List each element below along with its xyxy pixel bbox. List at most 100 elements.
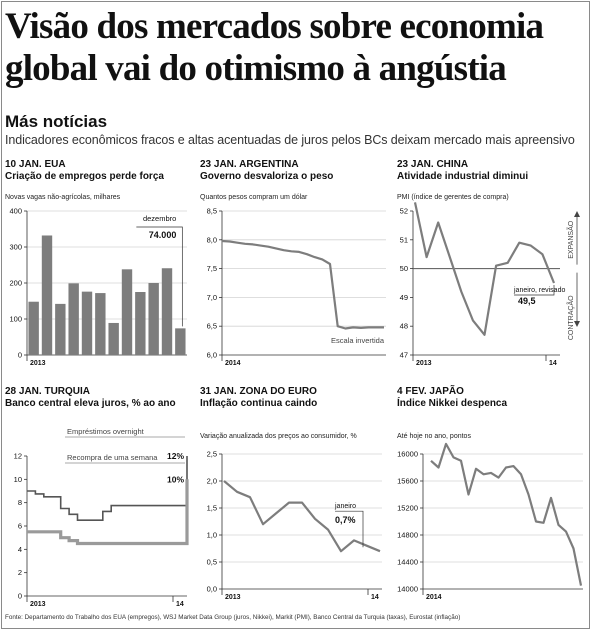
annotation-label: dezembro bbox=[143, 214, 176, 223]
panel-date: 23 JAN. CHINA bbox=[397, 159, 469, 170]
bar bbox=[161, 268, 173, 355]
y-tick-label: 4 bbox=[18, 545, 22, 554]
panel-title: 23 JAN. ARGENTINA Governo desvaloriza o … bbox=[200, 159, 390, 183]
annotation-value: 74.000 bbox=[149, 230, 177, 240]
panel-headline: Criação de empregos perde força bbox=[5, 171, 164, 182]
chart-argentina-peso: 6,0 6,5 7,0 7,5 8,0 8,5 2014 Escala invertida bbox=[207, 207, 386, 367]
panel-headline: Banco central eleva juros, % ao ano bbox=[5, 398, 176, 409]
annotation-value: 0,7% bbox=[335, 515, 356, 525]
headline: Visão dos mercados sobre economia global… bbox=[5, 6, 544, 89]
y-tick-label: 0 bbox=[18, 592, 22, 601]
panel-headline: Inflação continua caindo bbox=[200, 398, 318, 409]
annotation-value: 49,5 bbox=[518, 296, 536, 306]
y-tick-label: 50 bbox=[400, 264, 408, 273]
bar bbox=[41, 235, 53, 355]
annotation-leader bbox=[335, 510, 364, 548]
y-tick-label: 6,5 bbox=[207, 322, 217, 331]
side-label-contraction: CONTRAÇÃO bbox=[566, 295, 575, 340]
panel-date: 31 JAN. ZONA DO EURO bbox=[200, 386, 317, 397]
end-value-repo: 10% bbox=[167, 474, 184, 484]
legend-label-repo: Recompra de uma semana bbox=[67, 453, 158, 462]
y-tick-label: 16000 bbox=[397, 450, 418, 459]
x-label-start: 2013 bbox=[30, 360, 46, 367]
x-label-end: 14 bbox=[371, 594, 379, 601]
bar bbox=[28, 301, 39, 355]
legend-label-overnight: Empréstimos overnight bbox=[67, 427, 145, 436]
x-label-end: 14 bbox=[176, 601, 184, 608]
panel-title: 23 JAN. CHINA Atividade industrial dimin… bbox=[397, 159, 587, 183]
panel-headline: Atividade industrial diminui bbox=[397, 171, 529, 182]
y-tick-label: 0,5 bbox=[207, 558, 217, 567]
x-label-end: 14 bbox=[549, 360, 557, 367]
y-tick-label: 7,5 bbox=[207, 264, 217, 273]
panel-ylabel: Quantos pesos compram um dólar bbox=[200, 194, 308, 201]
panel-title: 28 JAN. TURQUIA Banco central eleva juro… bbox=[5, 386, 195, 410]
panel-ylabel: PMI (índice de gerentes de compra) bbox=[397, 194, 509, 201]
y-tick-label: 1,5 bbox=[207, 504, 217, 513]
y-tick-label: 12 bbox=[14, 452, 22, 461]
panel-ylabel: Variação anualizada dos preços ao consum… bbox=[200, 433, 357, 440]
y-tick-label: 200 bbox=[9, 279, 22, 288]
end-value-overnight: 12% bbox=[167, 451, 184, 461]
panel-date: 10 JAN. EUA bbox=[5, 159, 66, 170]
y-tick-label: 6,0 bbox=[207, 351, 217, 360]
chart-china-pmi: 47 48 49 50 51 52 2013 14 janeiro, revisado 49,5 E… bbox=[400, 202, 580, 367]
series-line-peso bbox=[221, 239, 384, 330]
y-tick-label: 52 bbox=[400, 207, 408, 216]
series-line-pmi bbox=[413, 202, 556, 336]
panel-date: 23 JAN. ARGENTINA bbox=[200, 159, 299, 170]
panel-title: 31 JAN. ZONA DO EURO Inflação continua c… bbox=[200, 386, 390, 410]
chart-turkey-rates: 0 2 4 6 8 10 12 2013 14 Empréstimos overnight 12% R… bbox=[14, 427, 189, 608]
y-tick-label: 2,5 bbox=[207, 450, 217, 459]
y-tick-label: 10 bbox=[14, 475, 22, 484]
y-tick-label: 47 bbox=[400, 351, 408, 360]
panel-ylabel: Novas vagas não-agrícolas, milhares bbox=[5, 194, 121, 201]
series-line-overnight bbox=[27, 456, 188, 521]
chart-usa-jobs: 0 100 200 300 400 2013 dezembro 74.000 bbox=[9, 207, 187, 367]
y-tick-label: 1,0 bbox=[207, 531, 217, 540]
y-tick-label: 100 bbox=[9, 315, 22, 324]
y-tick-label: 8 bbox=[18, 498, 22, 507]
series-line-inflation bbox=[223, 480, 381, 553]
bar bbox=[121, 269, 133, 355]
y-tick-label: 8,0 bbox=[207, 235, 217, 244]
panel-headline: Governo desvaloriza o peso bbox=[200, 171, 334, 182]
annotation-leader bbox=[514, 285, 555, 296]
x-label-start: 2013 bbox=[416, 360, 432, 367]
y-tick-label: 6 bbox=[18, 522, 22, 531]
subtitle: Indicadores econômicos fracos e altas ac… bbox=[5, 133, 575, 147]
y-tick-label: 51 bbox=[400, 235, 408, 244]
panel-title: 10 JAN. EUA Criação de empregos perde fo… bbox=[5, 159, 195, 183]
y-tick-label: 400 bbox=[9, 207, 22, 216]
y-tick-label: 2 bbox=[18, 568, 22, 577]
y-tick-label: 300 bbox=[9, 243, 22, 252]
y-tick-label: 15200 bbox=[397, 504, 418, 513]
y-tick-label: 14400 bbox=[397, 558, 418, 567]
bar bbox=[135, 292, 146, 355]
y-tick-label: 14800 bbox=[397, 531, 418, 540]
panel-headline: Índice Nikkei despenca bbox=[397, 398, 508, 409]
y-tick-label: 48 bbox=[400, 322, 408, 331]
bar bbox=[148, 283, 159, 355]
x-label-start: 2013 bbox=[30, 601, 46, 608]
bar bbox=[68, 283, 79, 355]
y-tick-label: 0,0 bbox=[207, 585, 217, 594]
chart-eurozone-inflation: 0,0 0,5 1,0 1,5 2,0 2,5 2013 14 janeiro 0,7% bbox=[207, 450, 382, 601]
x-label-start: 2014 bbox=[225, 360, 241, 367]
y-tick-label: 49 bbox=[400, 293, 408, 302]
bar bbox=[55, 303, 66, 355]
y-tick-label: 14000 bbox=[397, 585, 418, 594]
bar bbox=[108, 322, 119, 355]
panel-title: 4 FEV. JAPÃO Índice Nikkei despenca bbox=[397, 386, 587, 410]
series-line-nikkei bbox=[430, 442, 583, 586]
annotation-label: Escala invertida bbox=[331, 336, 385, 345]
kicker: Más notícias bbox=[5, 112, 108, 131]
panel-date: 28 JAN. TURQUIA bbox=[5, 386, 91, 397]
arrow-up-head bbox=[574, 211, 580, 217]
chart-japan-nikkei: 14000 14400 14800 15200 15600 16000 2014 bbox=[397, 442, 583, 601]
y-tick-label: 0 bbox=[18, 351, 22, 360]
annotation-label: janeiro, revisado bbox=[513, 287, 565, 294]
annotation-label: janeiro bbox=[334, 503, 356, 510]
x-label-start: 2014 bbox=[426, 594, 442, 601]
source-note: Fonte: Departamento do Trabalho dos EUA … bbox=[5, 614, 461, 621]
